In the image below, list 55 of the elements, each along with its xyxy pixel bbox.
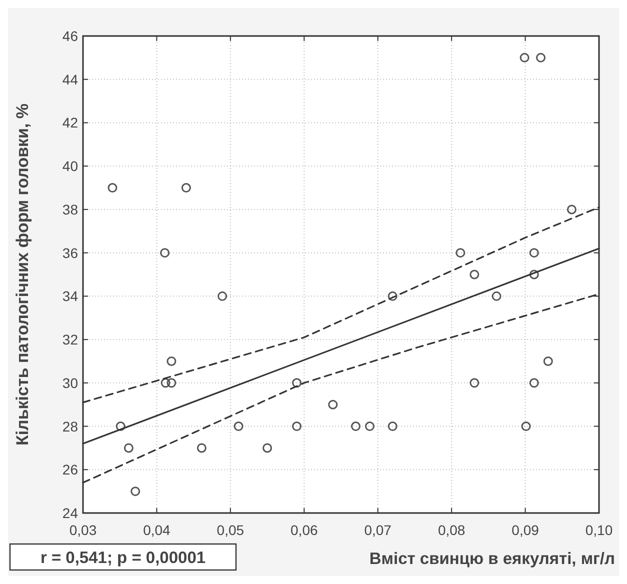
- point: [543, 356, 553, 366]
- x-axis-title: Вміст свинцю в еякуляті, мг/л: [369, 550, 615, 568]
- point: [388, 422, 398, 432]
- point: [166, 378, 176, 388]
- point: [292, 422, 302, 432]
- point: [470, 378, 480, 388]
- x-tick-label: 0,10: [585, 522, 613, 538]
- y-tick-label: 42: [62, 114, 78, 131]
- point: [160, 248, 170, 258]
- point: [492, 291, 502, 301]
- point: [108, 183, 118, 193]
- x-tick-label: 0,08: [438, 522, 466, 538]
- point: [160, 378, 170, 388]
- point: [234, 422, 244, 432]
- y-tick-label: 40: [62, 158, 78, 174]
- point: [350, 422, 360, 432]
- point: [521, 422, 531, 432]
- point: [166, 356, 176, 366]
- point: [566, 204, 576, 214]
- y-tick-label: 38: [62, 201, 78, 218]
- point: [130, 486, 140, 496]
- y-tick-label: 32: [62, 332, 78, 348]
- y-tick-label: 24: [62, 505, 78, 521]
- point: [536, 52, 546, 62]
- point: [124, 443, 134, 453]
- point: [292, 378, 302, 388]
- y-axis-title: Кількість патологічних форм головки, %: [13, 103, 32, 446]
- y-tick-label: 30: [62, 374, 78, 391]
- y-tick-label: 28: [62, 418, 78, 434]
- point: [196, 443, 206, 453]
- y-tick-label: 34: [62, 288, 78, 304]
- x-tick-label: 0,05: [216, 522, 244, 538]
- point: [529, 270, 539, 280]
- point: [520, 52, 530, 62]
- y-tick-label: 26: [62, 462, 78, 478]
- point: [456, 248, 466, 258]
- point: [328, 400, 338, 410]
- x-tick-label: 0,09: [512, 522, 540, 538]
- point: [181, 183, 191, 193]
- y-tick-label: 44: [62, 71, 78, 88]
- point: [388, 291, 398, 301]
- point: [262, 443, 272, 453]
- point: [218, 291, 228, 301]
- text: r = 0,541; p = 0,00001: [40, 549, 206, 567]
- y-tick-label: 36: [62, 244, 78, 261]
- x-tick-label: 0,06: [290, 522, 318, 538]
- y-tick-label: 46: [62, 28, 78, 44]
- point: [365, 422, 374, 432]
- x-tick-label: 0,07: [364, 522, 392, 538]
- point: [529, 248, 539, 258]
- point: [116, 422, 126, 432]
- x-tick-label: 0,03: [69, 522, 97, 538]
- x-tick-label: 0,04: [143, 522, 171, 538]
- point: [470, 270, 480, 280]
- point: [529, 378, 539, 388]
